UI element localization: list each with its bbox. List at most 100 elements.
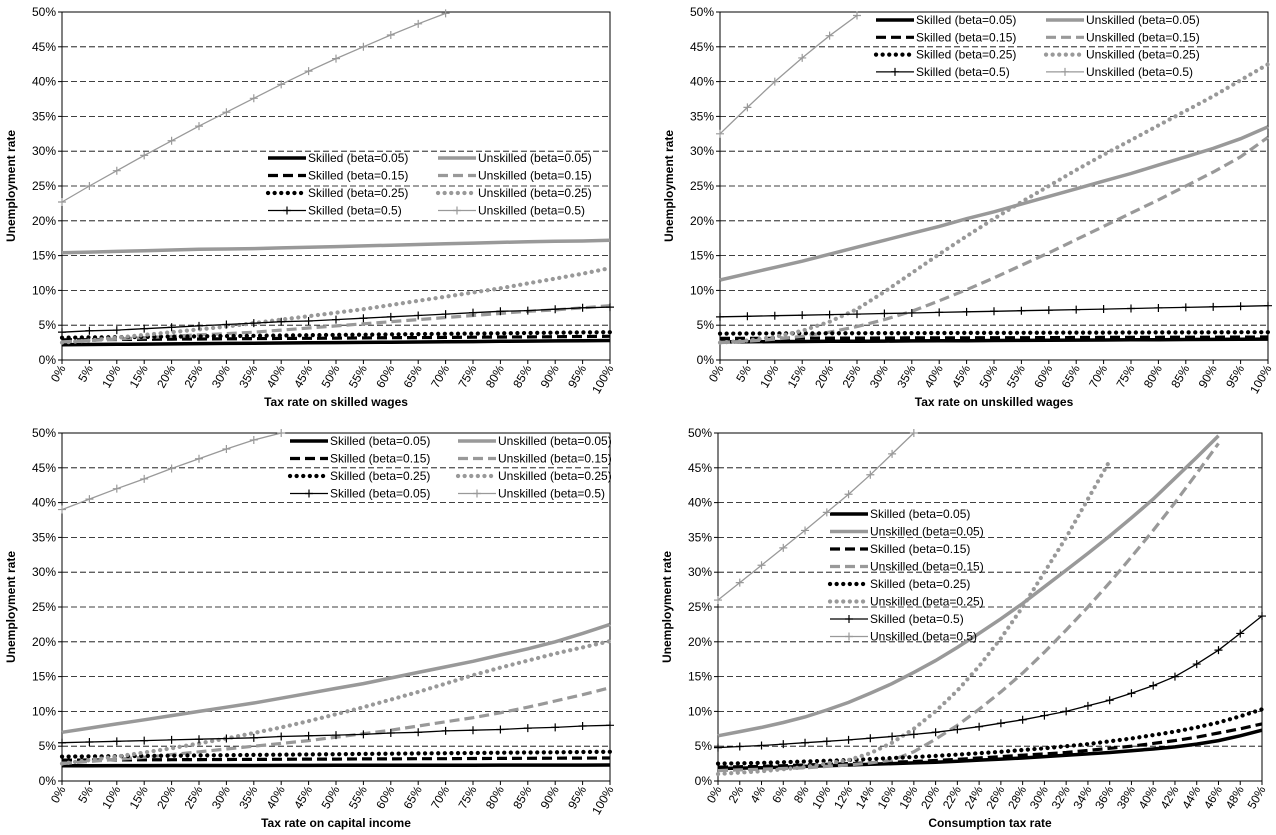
legend-marker [891,67,899,76]
x-tick-label: 32% [1049,783,1073,811]
y-tick-label: 5% [695,739,713,753]
point-marker [386,312,395,321]
point-marker [743,312,752,321]
series-line [62,763,611,768]
point-marker [1083,701,1092,710]
legend-label: Unskilled (beta=0.25) [870,595,984,609]
y-tick-label: 15% [690,249,714,263]
legend-label: Unskilled (beta=0.05) [1086,13,1200,27]
point-marker [1236,302,1245,311]
y-tick-label: 50% [32,5,56,19]
y-tick-label: 40% [32,75,56,89]
x-tick-label: 85% [1168,362,1192,390]
series-line [61,756,611,762]
legend-label: Unskilled (beta=0.25) [1086,48,1200,62]
legend-marker [473,489,481,498]
point-marker [222,445,231,454]
legend-label: Unskilled (beta=0.15) [498,452,612,466]
y-tick-label: 20% [690,214,714,228]
point-marker [414,728,423,737]
legend-label: Unskilled (beta=0.25) [478,186,592,200]
y-tick-label: 15% [32,249,56,263]
legend-label: Skilled (beta=0.25) [330,469,430,483]
point-marker [1044,306,1053,315]
legend-label: Unskilled (beta=0.05) [478,151,592,165]
point-marker [1105,696,1114,705]
series-line [717,442,1220,773]
y-axis-title: Unemployment rate [660,551,674,663]
legend-label: Skilled (beta=0.15) [308,169,408,183]
point-marker [844,735,853,744]
series-line [59,266,613,345]
point-marker [996,719,1005,728]
x-tick-label: 10% [99,783,123,811]
point-marker [58,738,66,747]
point-marker [167,464,176,473]
point-marker [822,508,831,517]
point-marker [523,724,532,733]
x-tick-label: 14% [853,783,877,811]
x-tick-label: 34% [1070,783,1094,811]
point-marker [386,30,395,39]
x-tick-label: 55% [346,783,370,811]
point-marker [1192,660,1201,669]
x-tick-label: 65% [401,362,425,390]
x-tick-label: 60% [373,362,397,390]
legend-label: Skilled (beta=0.05) [330,487,430,501]
point-marker [888,449,897,458]
point-marker [716,312,724,321]
point-marker [935,308,944,317]
x-tick-label: 26% [983,783,1007,811]
x-tick-label: 90% [1196,362,1220,390]
point-marker [1040,711,1049,720]
x-tick-label: 45% [291,362,315,390]
y-tick-label: 0% [39,774,57,788]
y-tick-label: 40% [688,496,712,510]
point-marker [332,54,340,63]
point-marker [167,323,176,332]
legend-marker [845,615,853,623]
point-marker [866,470,875,479]
x-tick-label: 35% [236,783,260,811]
point-marker [962,307,971,316]
line-chart: 0%5%10%15%20%25%30%35%40%45%50%0% 5% 10% 15… [4,426,617,830]
x-tick-label: 70% [1086,362,1110,390]
x-tick-label: 38% [1114,783,1138,811]
x-tick-label: 45% [291,783,315,811]
plot-border [717,432,1263,782]
point-marker [332,315,340,324]
legend-label: Skilled (beta=0.05) [870,507,970,521]
point-marker [496,307,505,316]
y-tick-label: 40% [32,496,56,510]
x-axis-title: Tax rate on unskilled wages [915,395,1074,409]
y-tick-label: 20% [32,635,56,649]
point-marker [551,305,560,314]
x-tick-label: 30% [209,362,233,390]
point-marker [844,490,853,499]
y-tick-label: 30% [688,565,712,579]
legend-label: Skilled (beta=0.05) [330,434,430,448]
y-tick-label: 45% [32,461,56,475]
x-tick-label: 36% [1092,783,1116,811]
point-marker [1181,303,1190,312]
y-tick-label: 0% [39,353,57,367]
legend-label: Skilled (beta=0.25) [870,577,970,591]
point-marker [578,303,587,312]
point-marker [85,182,94,190]
series-line [59,330,613,340]
point-marker [888,732,897,741]
point-marker [551,723,560,732]
plot-border [61,11,611,361]
point-marker [1127,304,1135,313]
series-line [59,749,613,759]
legend-label: Skilled (beta=0.5) [870,612,964,626]
point-marker [167,735,176,744]
point-marker [770,77,779,86]
x-axis-title: Consumption tax rate [928,816,1052,830]
point-marker [58,198,66,207]
x-tick-label: 15% [785,362,809,390]
point-marker [1170,672,1179,681]
point-marker [414,19,423,28]
series-line [717,434,1220,738]
point-marker [359,314,368,323]
